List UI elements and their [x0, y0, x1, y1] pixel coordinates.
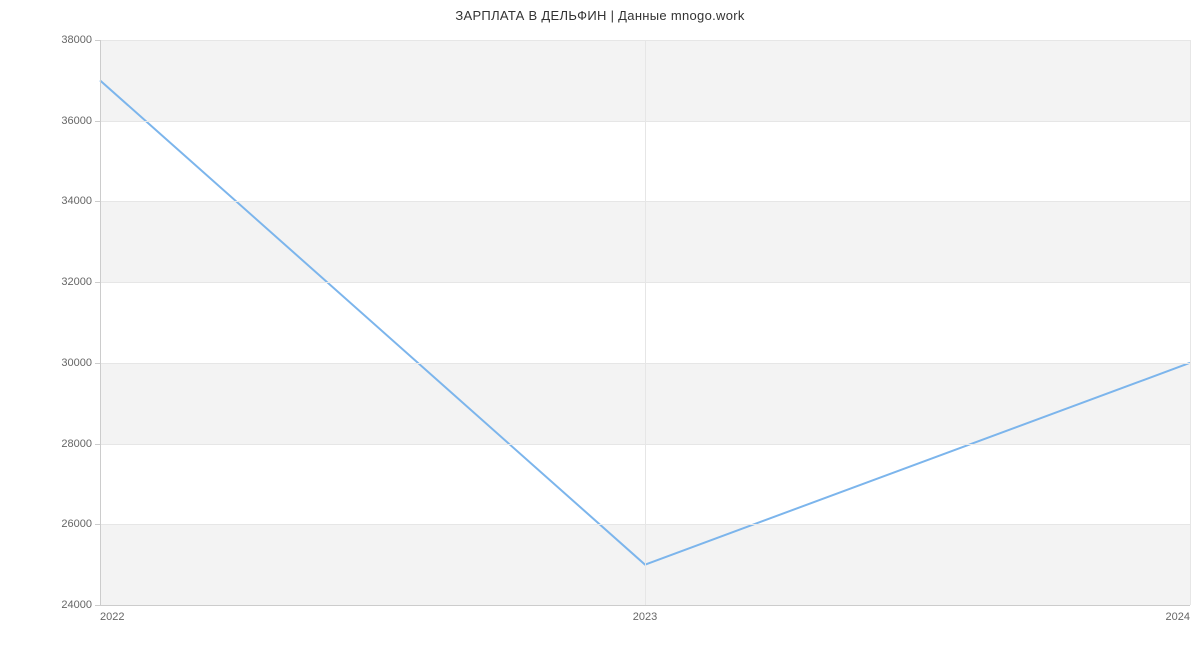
y-axis-line [100, 40, 101, 605]
y-tick-label: 24000 [61, 599, 92, 611]
plot-area: 2400026000280003000032000340003600038000… [100, 40, 1190, 605]
y-tick-label: 26000 [61, 518, 92, 530]
chart-title: ЗАРПЛАТА В ДЕЛЬФИН | Данные mnogo.work [0, 8, 1200, 23]
x-gridline [645, 40, 646, 605]
y-tick-label: 34000 [61, 195, 92, 207]
x-tick-label: 2023 [633, 611, 657, 623]
y-tick-label: 30000 [61, 357, 92, 369]
y-tick-label: 38000 [61, 34, 92, 46]
x-axis-line [100, 605, 1190, 606]
x-tick-label: 2024 [1166, 611, 1190, 623]
x-tick-label: 2022 [100, 611, 124, 623]
y-tick-label: 36000 [61, 115, 92, 127]
salary-line-chart: ЗАРПЛАТА В ДЕЛЬФИН | Данные mnogo.work 2… [0, 0, 1200, 650]
y-tick-label: 28000 [61, 438, 92, 450]
y-tick-label: 32000 [61, 276, 92, 288]
x-gridline [1190, 40, 1191, 605]
